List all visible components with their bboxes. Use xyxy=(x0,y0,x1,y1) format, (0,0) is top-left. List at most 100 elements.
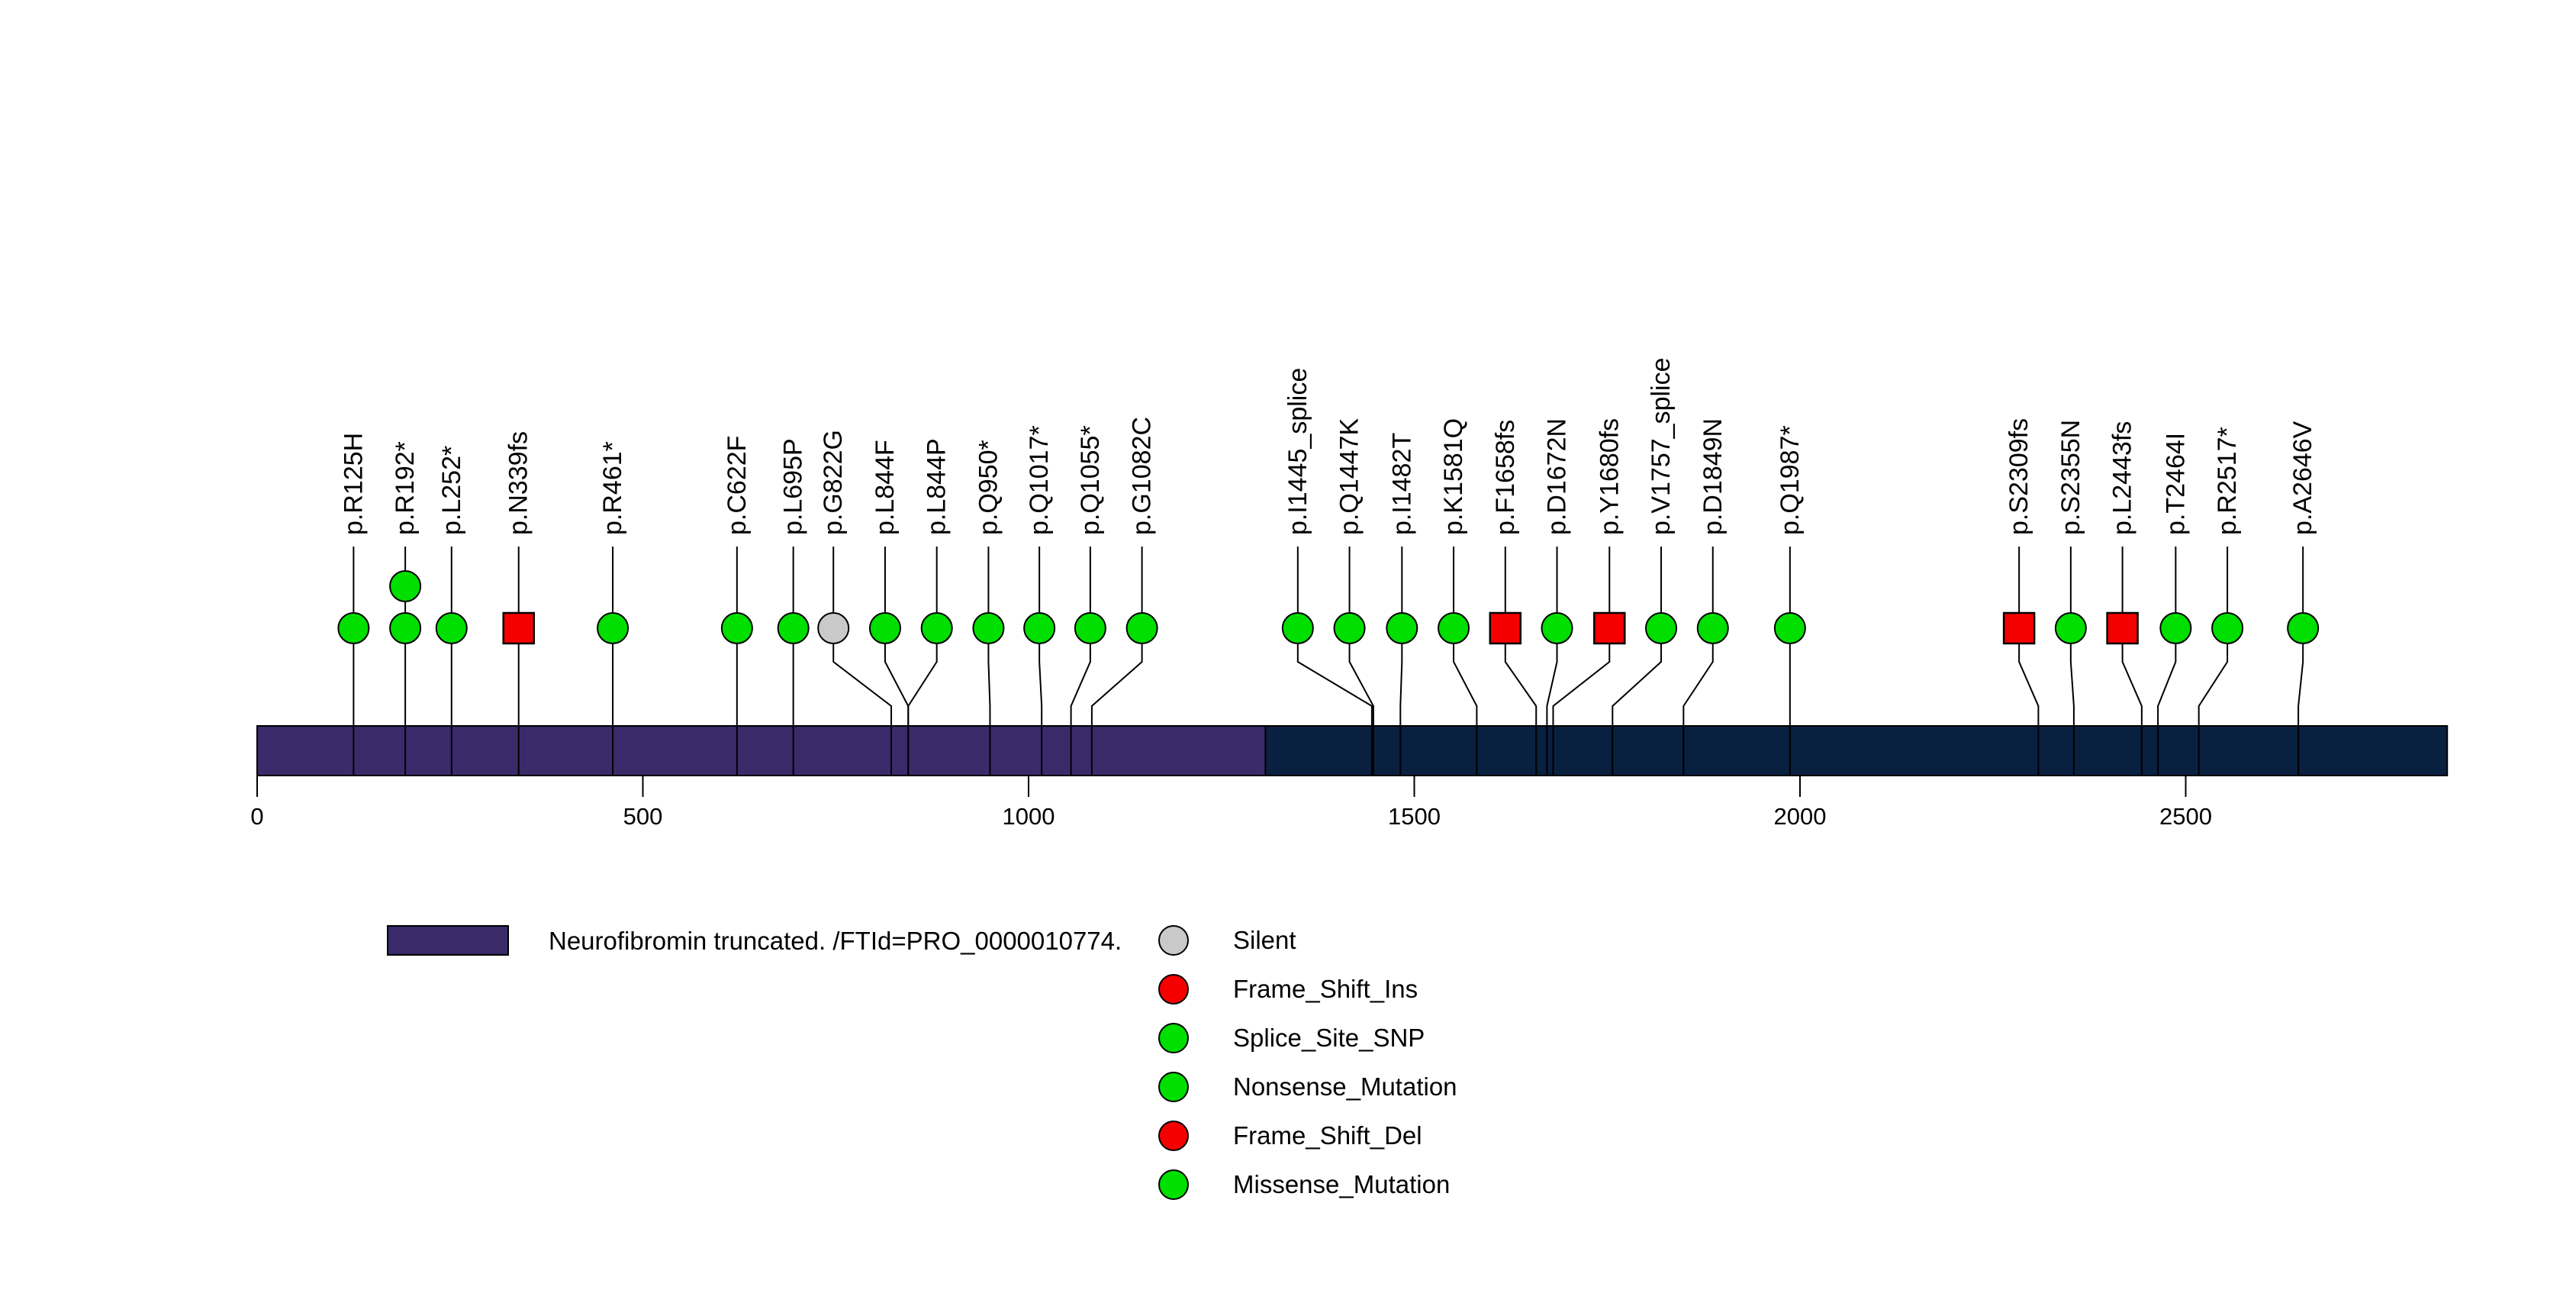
mutation-marker xyxy=(2287,612,2320,644)
mutation-stem xyxy=(1348,547,1374,776)
mutation-label: p.R2517* xyxy=(2213,427,2242,535)
mutation-marker xyxy=(868,612,901,644)
axis-tick-label: 2000 xyxy=(1774,803,1827,830)
mutation-label: p.D1672N xyxy=(1543,418,1572,535)
mutation-marker xyxy=(1333,612,1366,644)
mutation-label: p.L844P xyxy=(923,438,952,535)
mutation-marker xyxy=(435,612,468,644)
domain-segment xyxy=(256,725,1267,776)
mutation-label: p.D1849N xyxy=(1699,418,1728,535)
mutation-label: p.Q1447K xyxy=(1335,418,1364,535)
mutation-marker xyxy=(2211,612,2244,644)
mutation-stem xyxy=(2069,547,2075,776)
mutation-label: p.R192* xyxy=(391,441,420,535)
mutation-stem xyxy=(2198,547,2229,776)
mutation-label: p.L844F xyxy=(871,440,900,535)
mutation-marker xyxy=(337,612,370,644)
mutation-marker xyxy=(1074,612,1106,644)
mutation-marker xyxy=(502,611,535,645)
mutation-marker xyxy=(2054,612,2087,644)
legend-marker xyxy=(1158,1072,1189,1102)
mutation-label: p.L2443fs xyxy=(2108,421,2137,535)
mutation-label: p.V1757_splice xyxy=(1647,357,1676,535)
mutation-label: p.L695P xyxy=(779,438,808,535)
mutation-stem xyxy=(1090,547,1143,776)
mutation-label: p.Q1987* xyxy=(1776,425,1805,535)
legend-marker xyxy=(1158,1169,1189,1200)
mutation-marker xyxy=(2106,611,2139,645)
mutation-marker xyxy=(1541,612,1573,644)
mutation-label: p.C622F xyxy=(723,436,752,535)
mutation-stem xyxy=(1070,547,1091,776)
axis-tick-label: 2500 xyxy=(2159,803,2212,830)
mutation-marker xyxy=(920,612,953,644)
mutation-marker xyxy=(1696,612,1729,644)
mutation-stem xyxy=(1546,547,1558,776)
mutation-marker xyxy=(1438,612,1470,644)
mutation-marker xyxy=(817,612,850,644)
mutation-marker xyxy=(1645,612,1678,644)
mutation-label: p.Q1017* xyxy=(1025,425,1054,535)
mutation-label: p.S2355N xyxy=(2056,420,2085,535)
mutation-label: p.N339fs xyxy=(504,431,533,535)
axis-tick-label: 0 xyxy=(250,803,263,830)
legend-marker xyxy=(1158,1023,1189,1053)
legend-domain-label: Neurofibromin truncated. /FTId=PRO_00000… xyxy=(549,927,1122,955)
legend-marker xyxy=(1158,925,1189,956)
mutation-marker xyxy=(597,612,630,644)
mutation-stem xyxy=(1399,547,1403,776)
mutation-label: p.K1581Q xyxy=(1439,418,1468,535)
mutation-stem xyxy=(832,547,893,776)
mutation-marker xyxy=(1593,611,1626,645)
mutation-stem xyxy=(2157,547,2177,776)
mutation-marker xyxy=(1773,612,1806,644)
mutation-label: p.A2646V xyxy=(2288,421,2317,535)
mutation-label: p.T2464I xyxy=(2161,433,2190,535)
mutation-marker xyxy=(1489,611,1522,645)
mutation-label: p.Q950* xyxy=(974,440,1003,535)
mutation-label: p.I1445_splice xyxy=(1283,368,1312,535)
mutation-stem xyxy=(1612,547,1663,776)
axis-tick-label: 1000 xyxy=(1003,803,1055,830)
mutation-label: p.Q1055* xyxy=(1076,425,1105,535)
mutation-marker xyxy=(777,612,810,644)
mutation-label: p.I1482T xyxy=(1387,433,1416,535)
mutation-stem xyxy=(1296,547,1373,776)
mutation-marker xyxy=(2159,612,2192,644)
axis-tick-label: 500 xyxy=(623,803,663,830)
mutation-stem xyxy=(1552,547,1611,776)
mutation-stem xyxy=(1504,547,1538,776)
mutation-marker xyxy=(1023,612,1056,644)
mutation-label: p.R461* xyxy=(598,441,627,535)
mutation-stem xyxy=(987,547,991,776)
legend-label: Nonsense_Mutation xyxy=(1233,1072,1457,1101)
mutation-label: p.S2309fs xyxy=(2004,418,2033,535)
mutation-marker xyxy=(972,612,1005,644)
mutation-marker xyxy=(720,612,753,644)
legend-marker xyxy=(1158,974,1189,1005)
mutation-marker xyxy=(1281,612,1314,644)
mutation-marker xyxy=(389,612,422,644)
legend-label: Splice_Site_SNP xyxy=(1233,1024,1425,1052)
legend-label: Frame_Shift_Ins xyxy=(1233,975,1418,1003)
mutation-stem xyxy=(2018,547,2040,776)
mutation-label: p.Y1680fs xyxy=(1595,418,1624,535)
mutation-label: p.F1658fs xyxy=(1491,420,1520,535)
legend-marker xyxy=(1158,1121,1189,1151)
legend-domain-swatch xyxy=(387,925,509,956)
mutation-stem xyxy=(907,547,938,776)
legend-label: Frame_Shift_Del xyxy=(1233,1121,1422,1150)
mutation-stem xyxy=(1682,547,1714,776)
mutation-stem xyxy=(1453,547,1478,776)
legend-label: Silent xyxy=(1233,926,1296,954)
mutation-stem xyxy=(2297,547,2304,776)
mutation-marker xyxy=(1386,612,1418,644)
axis-tick-label: 1500 xyxy=(1388,803,1441,830)
mutation-label: p.R125H xyxy=(339,433,368,535)
mutation-stem xyxy=(1038,547,1043,776)
mutation-label: p.G822G xyxy=(819,430,848,535)
legend-label: Missense_Mutation xyxy=(1233,1170,1450,1198)
mutation-stem xyxy=(2121,547,2143,776)
